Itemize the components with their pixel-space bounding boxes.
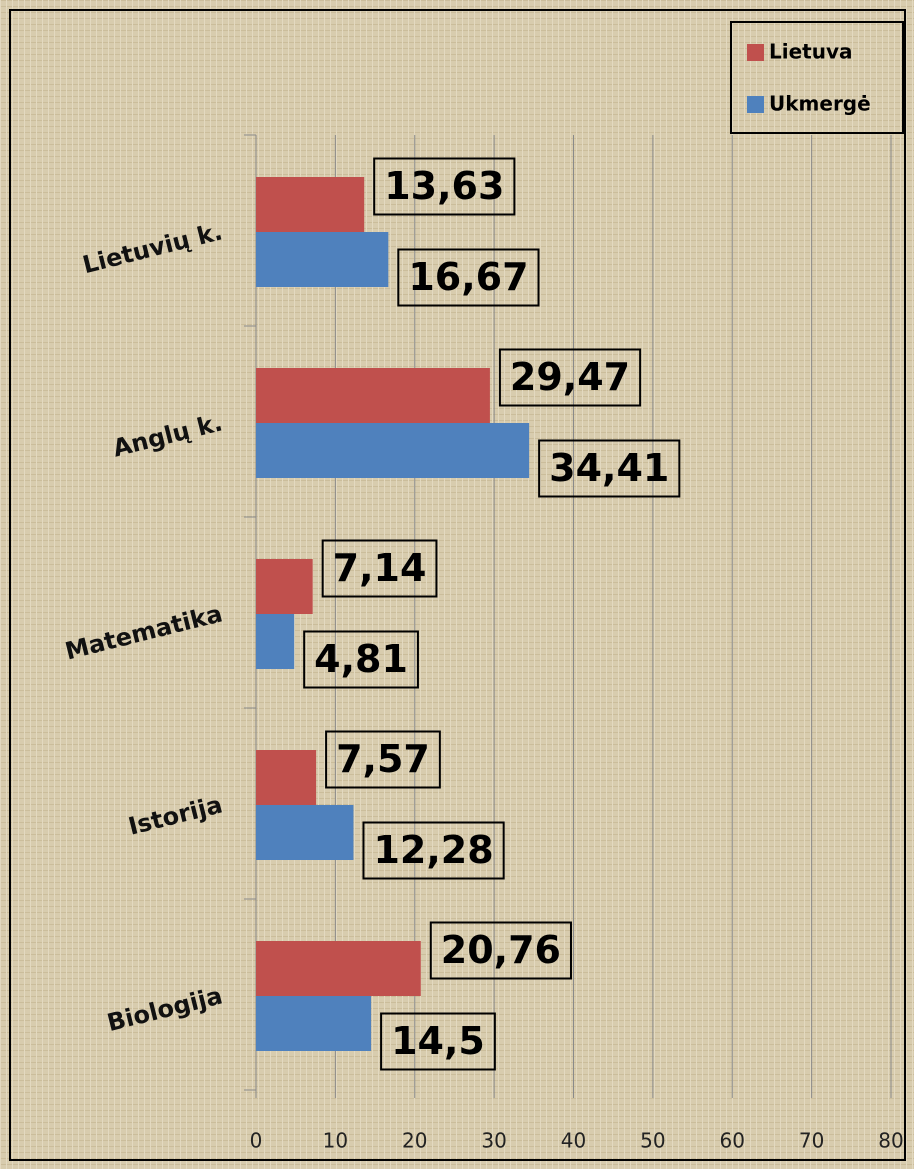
bar xyxy=(256,559,313,614)
x-tick-label: 10 xyxy=(323,1129,348,1153)
data-label-box xyxy=(303,630,419,689)
data-label-box xyxy=(397,248,540,307)
legend-label: Ukmergė xyxy=(769,92,871,116)
data-label: 13,63 xyxy=(384,164,504,208)
x-tick-label: 60 xyxy=(720,1129,745,1153)
data-label-box xyxy=(373,157,516,216)
data-label-box xyxy=(321,539,438,598)
x-tick-label: 40 xyxy=(561,1129,586,1153)
data-label: 14,5 xyxy=(391,1019,485,1063)
bar xyxy=(256,232,389,287)
x-tick-label: 0 xyxy=(250,1129,263,1153)
x-tick-label: 20 xyxy=(402,1129,427,1153)
data-label: 34,41 xyxy=(549,446,669,490)
data-label-box xyxy=(362,821,505,880)
bar xyxy=(256,177,365,232)
bar xyxy=(256,423,530,478)
legend-label: Lietuva xyxy=(769,40,853,64)
x-tick-label: 70 xyxy=(799,1129,824,1153)
data-label: 16,67 xyxy=(408,255,528,299)
bar xyxy=(256,750,317,805)
legend-box xyxy=(730,21,904,134)
bar xyxy=(256,941,421,996)
bar xyxy=(256,614,295,669)
data-label: 20,76 xyxy=(441,928,561,972)
x-tick-label: 80 xyxy=(878,1129,903,1153)
x-tick-label: 30 xyxy=(481,1129,506,1153)
data-label: 7,14 xyxy=(333,546,427,590)
data-label: 12,28 xyxy=(373,828,493,872)
x-tick-label: 50 xyxy=(640,1129,665,1153)
data-label-box xyxy=(325,730,441,789)
data-label: 7,57 xyxy=(336,737,430,781)
data-label-box xyxy=(429,921,572,980)
legend-swatch xyxy=(747,96,764,113)
legend-swatch xyxy=(747,44,764,61)
data-label-box xyxy=(538,439,681,498)
bar xyxy=(256,996,372,1051)
bar xyxy=(256,805,354,860)
data-label-box xyxy=(498,348,642,407)
data-label-box xyxy=(380,1012,496,1071)
data-label: 4,81 xyxy=(314,637,408,681)
chart-border xyxy=(9,9,906,1161)
data-label: 29,47 xyxy=(510,355,630,399)
bar xyxy=(256,368,490,423)
